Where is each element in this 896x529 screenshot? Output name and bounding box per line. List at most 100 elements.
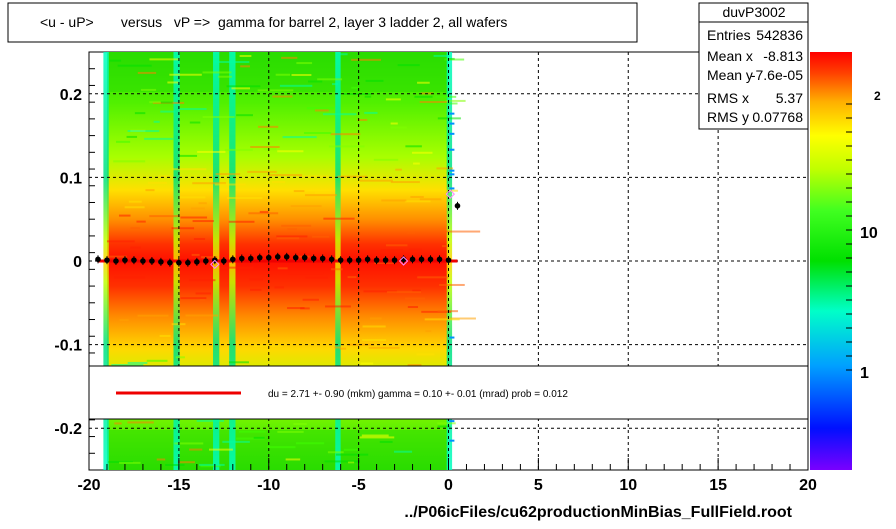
heatmap-cell bbox=[209, 448, 233, 451]
heatmap-cell bbox=[325, 305, 351, 308]
stats-value-mean-y: -7.6e-05 bbox=[751, 67, 803, 83]
heatmap-cell bbox=[159, 334, 171, 337]
heatmap-cell bbox=[335, 453, 369, 456]
heatmap-cell bbox=[298, 175, 330, 178]
heatmap-cell bbox=[424, 318, 460, 321]
heatmap-cell bbox=[257, 89, 294, 92]
heatmap-cell bbox=[175, 356, 185, 359]
heatmap-cell bbox=[189, 279, 216, 282]
heatmap-cell bbox=[192, 182, 226, 185]
profile-markers bbox=[95, 189, 461, 270]
profile-point bbox=[122, 257, 128, 263]
heatmap-cell bbox=[324, 460, 361, 463]
heatmap-cell bbox=[291, 73, 312, 76]
heatmap-cell bbox=[365, 79, 384, 82]
stats-label-mean-x: Mean x bbox=[707, 48, 753, 64]
profile-point bbox=[373, 257, 380, 263]
heatmap-cell bbox=[136, 220, 146, 223]
heatmap-cell bbox=[274, 286, 284, 289]
heatmap-cell bbox=[178, 108, 207, 111]
heatmap-cell bbox=[180, 297, 207, 300]
heatmap-cell bbox=[229, 361, 249, 364]
title-box: <u - uP> versus vP => gamma for barrel 2… bbox=[7, 2, 638, 43]
profile-point bbox=[265, 254, 272, 261]
heatmap-cell bbox=[331, 268, 343, 271]
heatmap-cell bbox=[385, 98, 401, 101]
profile-point bbox=[167, 259, 173, 266]
heatmap-cell bbox=[442, 245, 449, 248]
heatmap-cell bbox=[253, 436, 265, 439]
heatmap-cell bbox=[215, 173, 241, 176]
heatmap-cell bbox=[128, 200, 142, 203]
profile-point bbox=[301, 254, 308, 261]
heatmap-cell bbox=[362, 325, 386, 328]
heatmap-cell bbox=[253, 344, 283, 347]
x-tick-label: 0 bbox=[444, 477, 453, 494]
heatmap-cell bbox=[117, 64, 152, 67]
heatmap-cell bbox=[158, 175, 171, 178]
heatmap-cell bbox=[421, 310, 451, 313]
heatmap-cell bbox=[413, 162, 420, 165]
heatmap-cell bbox=[276, 235, 308, 238]
heatmap-cell bbox=[263, 148, 277, 151]
heatmap-cell bbox=[109, 59, 122, 62]
colorbar-label-1: 1 bbox=[860, 365, 869, 382]
heatmap-cell bbox=[127, 130, 160, 133]
heatmap-cell bbox=[231, 87, 251, 90]
heatmap-cell bbox=[296, 442, 325, 445]
heatmap-cell bbox=[287, 307, 305, 310]
profile-point bbox=[104, 257, 110, 263]
heatmap-cell bbox=[314, 109, 329, 112]
profile-point bbox=[364, 256, 371, 263]
heatmap-cell bbox=[335, 53, 348, 56]
heatmap-cell bbox=[220, 266, 254, 269]
profile-point bbox=[247, 255, 254, 262]
heatmap-cell bbox=[196, 419, 225, 422]
heatmap-cell bbox=[381, 199, 407, 202]
x-tick-label: 5 bbox=[534, 477, 543, 494]
heatmap-cell bbox=[368, 250, 390, 253]
heatmap-cell bbox=[359, 179, 393, 182]
heatmap-cell bbox=[224, 148, 253, 151]
heatmap-cell bbox=[343, 92, 372, 95]
heatmap-cell bbox=[177, 461, 195, 464]
heatmap-cell bbox=[380, 249, 403, 252]
heatmap-cell bbox=[436, 167, 454, 170]
heatmap-cell bbox=[300, 307, 310, 310]
heatmap-cell bbox=[277, 430, 304, 433]
profile-point bbox=[185, 259, 191, 266]
heatmap-cell bbox=[305, 276, 328, 279]
heatmap-cell bbox=[171, 227, 195, 230]
heatmap-cell bbox=[239, 55, 252, 58]
heatmap-cell bbox=[312, 235, 330, 238]
heatmap-cell bbox=[437, 422, 456, 425]
heatmap-cell bbox=[214, 183, 246, 186]
x-tick-label: 10 bbox=[619, 477, 637, 494]
heatmap-cell bbox=[285, 458, 301, 461]
heatmap-cell bbox=[374, 261, 394, 264]
heatmap-cell bbox=[339, 347, 347, 350]
heatmap-cell bbox=[178, 154, 198, 157]
heatmap-cell bbox=[323, 217, 355, 220]
heatmap-cell bbox=[306, 107, 335, 110]
heatmap-cell bbox=[169, 73, 202, 76]
heatmap-cell bbox=[192, 220, 214, 223]
heatmap-cell bbox=[277, 267, 288, 270]
stats-name: duvP3002 bbox=[722, 4, 785, 20]
heatmap-cell bbox=[351, 86, 360, 89]
heatmap-cell bbox=[407, 306, 419, 309]
heatmap-cell bbox=[435, 95, 457, 98]
colorbar-label-10: 10 bbox=[860, 225, 878, 242]
heatmap-cell bbox=[351, 58, 382, 61]
heatmap-cell bbox=[226, 85, 261, 88]
profile-point bbox=[194, 259, 200, 265]
heatmap-cell bbox=[147, 181, 167, 184]
heatmap-cell bbox=[140, 88, 157, 91]
heatmap-cell bbox=[343, 448, 359, 451]
y-tick-label: 0.1 bbox=[60, 170, 82, 187]
heatmap-cell bbox=[379, 440, 393, 443]
stats-label-rms-x: RMS x bbox=[707, 90, 749, 106]
profile-point bbox=[436, 256, 443, 263]
heatmap-cell bbox=[228, 220, 255, 223]
heatmap-cell bbox=[235, 437, 265, 440]
